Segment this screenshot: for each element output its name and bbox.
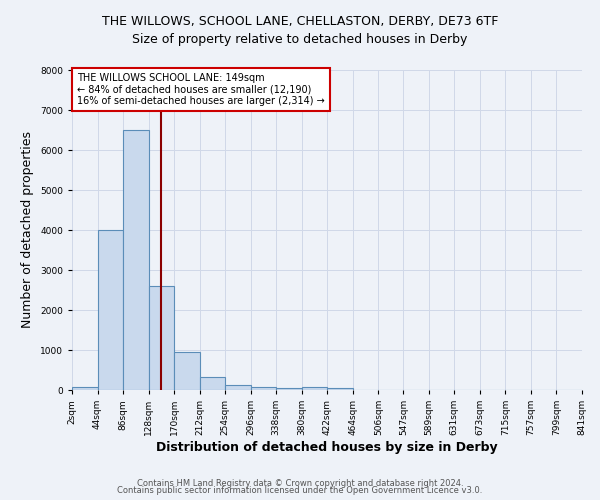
- Text: Size of property relative to detached houses in Derby: Size of property relative to detached ho…: [133, 32, 467, 46]
- Bar: [174, 352, 200, 390]
- Text: THE WILLOWS SCHOOL LANE: 149sqm
← 84% of detached houses are smaller (12,190)
16: THE WILLOWS SCHOOL LANE: 149sqm ← 84% of…: [77, 73, 325, 106]
- Bar: [200, 377, 225, 390]
- Text: Contains public sector information licensed under the Open Government Licence v3: Contains public sector information licen…: [118, 486, 482, 495]
- Bar: [123, 130, 149, 390]
- X-axis label: Distribution of detached houses by size in Derby: Distribution of detached houses by size …: [156, 441, 498, 454]
- Bar: [276, 388, 302, 390]
- Text: THE WILLOWS, SCHOOL LANE, CHELLASTON, DERBY, DE73 6TF: THE WILLOWS, SCHOOL LANE, CHELLASTON, DE…: [102, 15, 498, 28]
- Bar: [225, 385, 251, 390]
- Bar: [72, 387, 98, 390]
- Bar: [302, 387, 328, 390]
- Bar: [251, 387, 276, 390]
- Text: Contains HM Land Registry data © Crown copyright and database right 2024.: Contains HM Land Registry data © Crown c…: [137, 478, 463, 488]
- Y-axis label: Number of detached properties: Number of detached properties: [22, 132, 34, 328]
- Bar: [98, 230, 123, 390]
- Bar: [149, 286, 174, 390]
- Bar: [328, 388, 353, 390]
